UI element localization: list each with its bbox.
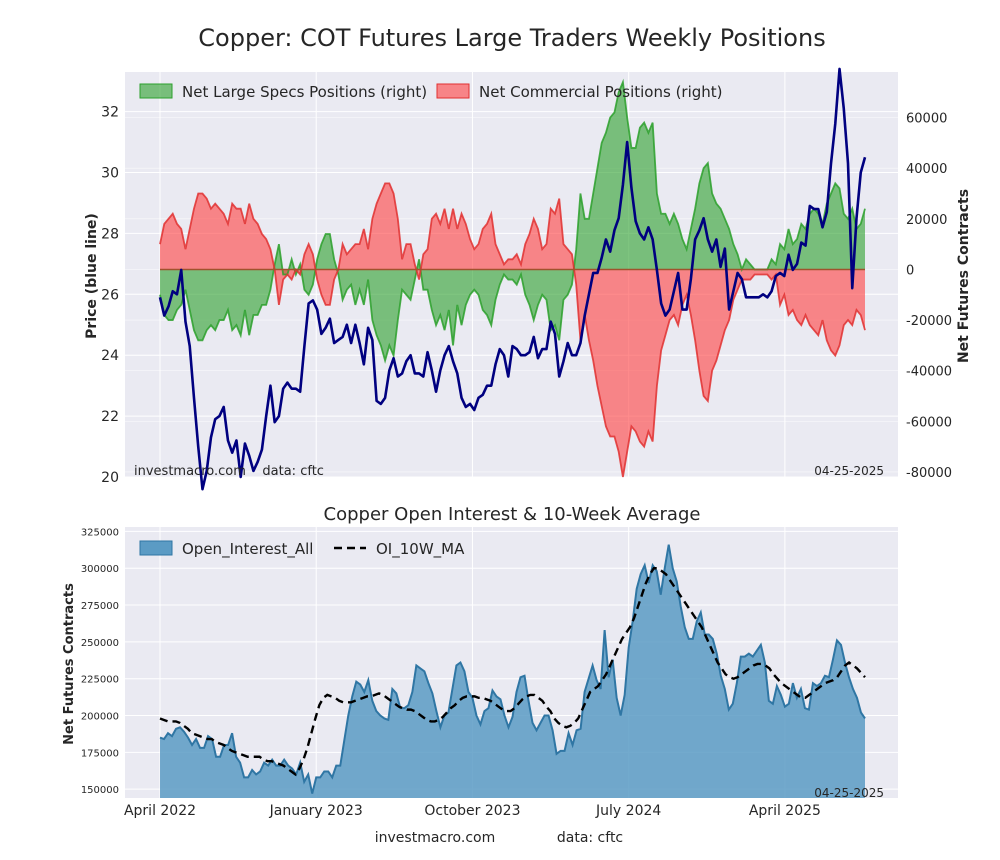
top-right-tick-label: 40000 [906,162,947,177]
specs-area [160,82,865,361]
legend-specs-swatch [139,83,173,99]
bottom-y-tick-label: 200000 [81,712,119,723]
bottom-y-tick-label: 275000 [81,601,119,612]
footer-source: data: cftc [557,830,623,846]
bottom-area-fill [159,544,866,798]
top-right-tick-label: -40000 [906,365,952,380]
legend-commercial-swatch [436,83,470,99]
legend-ma-label: OI_10W_MA [376,540,465,559]
ma-10w-line [159,567,866,777]
top-left-tick-label: 24 [101,348,119,364]
bottom-y-tick-label: 300000 [81,564,119,575]
top-right-tick-label: -60000 [906,415,952,430]
legend-specs-label: Net Large Specs Positions (right) [182,83,427,101]
bottom-y-tick-label: 325000 [81,527,119,538]
bottom-watermark-date: 04-25-2025 [814,786,884,800]
bottom-legend: Open_Interest_All OI_10W_MA [139,540,465,559]
specs-edge-line [159,78,866,364]
top-left-tick-label: 26 [101,287,119,303]
open-interest-edge-line [159,544,866,794]
bottom-y-axis-label: Net Futures Contracts [62,583,77,745]
price-line [158,67,867,491]
top-watermark-left: investmacro.com data: cftc [134,464,324,479]
bottom-chart-title: Copper Open Interest & 10-Week Average [324,504,701,525]
bottom-gridlines [125,527,898,798]
bottom-x-axis-ticks: April 2022 January 2023 October 2023 July 2… [124,803,821,819]
cot-positions-chart: 20 22 24 26 28 30 32 -80000 -60000 -40000 -20000 0… [84,67,972,491]
top-left-axis-label: Price (blue line) [84,213,100,339]
bottom-x-tick-label: April 2022 [124,803,196,819]
open-interest-chart: Copper Open Interest & 10-Week Average 1… [62,504,898,819]
legend-oi-swatch [139,540,173,556]
top-right-tick-label: -20000 [906,314,952,329]
figure-title: Copper: COT Futures Large Traders Weekly… [198,24,825,52]
top-right-axis-label: Net Futures Contracts [956,189,972,363]
top-right-tick-label: -80000 [906,466,952,481]
legend-oi-label: Open_Interest_All [182,540,313,559]
open-interest-area [160,544,865,798]
bottom-x-tick-label: April 2025 [749,803,821,819]
bottom-x-tick-label: October 2023 [424,803,520,819]
bottom-y-axis-ticks: 150000 175000 200000 225000 250000 275000 3000… [81,527,119,796]
footer-site: investmacro.com [375,830,495,846]
top-left-tick-label: 22 [101,409,119,425]
top-right-axis-ticks: -80000 -60000 -40000 -20000 0 20000 40000 60000 [906,112,952,481]
bottom-y-tick-label: 175000 [81,748,119,759]
top-right-tick-label: 0 [906,263,914,278]
bottom-x-tick-label: January 2023 [269,803,363,819]
top-left-tick-label: 20 [101,470,119,486]
top-left-axis-ticks: 20 22 24 26 28 30 32 [101,105,119,486]
top-legend: Net Large Specs Positions (right) Net Co… [139,83,723,101]
bottom-lines [159,567,866,777]
top-left-tick-label: 32 [101,105,119,121]
legend-commercial-label: Net Commercial Positions (right) [479,83,723,101]
top-left-tick-label: 30 [101,165,119,181]
bottom-y-tick-label: 250000 [81,638,119,649]
top-watermark-date: 04-25-2025 [814,464,884,478]
top-right-tick-label: 60000 [906,112,947,127]
bottom-y-tick-label: 150000 [81,785,119,796]
commercial-edge-line [159,182,866,478]
top-lines [158,67,867,491]
top-position-fills [159,78,866,478]
top-right-tick-label: 20000 [906,213,947,228]
bottom-y-tick-label: 225000 [81,675,119,686]
bottom-x-tick-label: July 2024 [595,803,661,819]
top-left-tick-label: 28 [101,226,119,242]
